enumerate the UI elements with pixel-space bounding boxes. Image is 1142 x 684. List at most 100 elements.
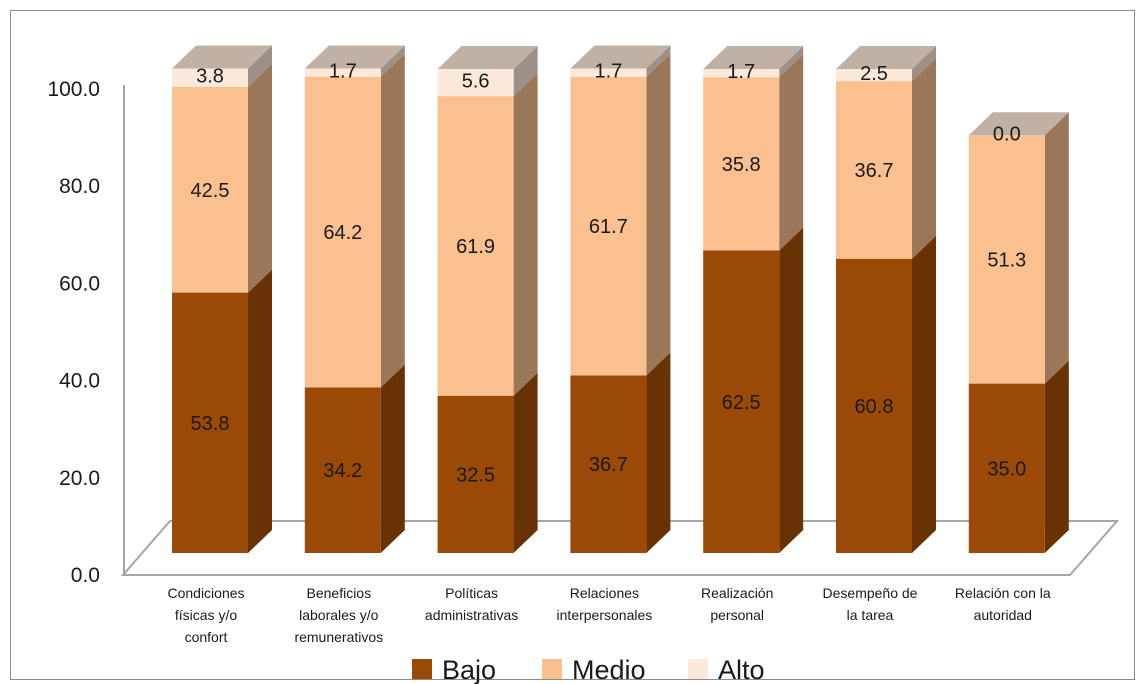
bar-side-bajo	[380, 364, 405, 553]
bar-side-medio	[1044, 112, 1069, 384]
data-label-alto: 1.7	[727, 61, 755, 83]
data-label-bajo: 60.8	[855, 396, 894, 418]
bar-side-alto	[248, 45, 272, 87]
data-label-bajo: 32.5	[456, 464, 495, 486]
x-tick-label: remunerativos	[294, 629, 383, 645]
data-label-bajo: 35.0	[987, 458, 1026, 480]
data-label-medio: 61.7	[589, 216, 628, 238]
data-label-alto: 1.7	[594, 61, 622, 83]
bar-segment-alto	[304, 68, 381, 77]
bar-segment-alto	[836, 69, 912, 82]
bar-side-medio	[779, 54, 804, 251]
x-tick-label: Relaciones	[570, 585, 639, 601]
bar-top-face	[570, 45, 671, 69]
data-label-bajo: 34.2	[323, 460, 362, 482]
bar-side-alto	[912, 46, 936, 82]
data-label-medio: 36.7	[855, 160, 894, 182]
bar-segment-medio	[304, 76, 381, 388]
y-tick-label: 100.0	[47, 78, 100, 101]
data-label-alto: 3.8	[196, 66, 224, 88]
bar-segment-bajo	[836, 258, 912, 553]
chart-floor-plane	[120, 520, 1120, 576]
bar-side-alto	[779, 46, 804, 78]
y-tick-label: 20.0	[59, 467, 100, 490]
data-label-alto: 0.0	[993, 123, 1021, 145]
x-tick-label: físicas y/o	[175, 607, 237, 623]
x-tick-label: la tarea	[847, 607, 894, 623]
legend-label-bajo: Bajo	[442, 655, 496, 684]
y-tick-label: 40.0	[59, 370, 100, 393]
legend-swatch-alto	[688, 659, 708, 679]
data-label-medio: 42.5	[191, 180, 230, 202]
x-tick-label: Desempeño de	[823, 585, 918, 601]
x-tick-label: laborales y/o	[299, 607, 379, 623]
bars	[172, 45, 1069, 553]
x-tick-label: Condiciones	[167, 585, 244, 601]
bar-segment-medio	[703, 77, 780, 251]
legend-swatch-bajo	[412, 659, 432, 679]
data-label-bajo: 36.7	[589, 454, 628, 476]
x-tick-label: administrativas	[425, 607, 518, 623]
bar-segment-medio	[437, 96, 514, 396]
bar-side-medio	[380, 53, 405, 388]
bar-segment-alto	[437, 69, 514, 97]
x-tick-label: personal	[710, 607, 764, 623]
bar-side-bajo	[1044, 360, 1069, 553]
data-label-bajo: 62.5	[722, 392, 761, 414]
x-axis-category-labels: Condiciones físicas y/o confort Beneficios l…	[167, 585, 1050, 645]
bar-top-face	[304, 45, 405, 69]
bar-segment-medio	[172, 86, 248, 293]
bar-side-alto	[646, 45, 671, 77]
data-label-alto: 5.6	[462, 71, 490, 93]
bar-segment-bajo	[968, 383, 1045, 553]
bar-side-medio	[248, 63, 272, 293]
x-tick-label: confort	[185, 629, 228, 645]
bar-side-bajo	[779, 227, 804, 553]
bar-side-bajo	[912, 235, 936, 553]
bar-segment-alto	[570, 68, 647, 77]
data-label-medio: 51.3	[987, 249, 1026, 271]
data-label-medio: 35.8	[722, 154, 761, 176]
x-tick-label: autoridad	[974, 607, 1032, 623]
data-label-medio: 64.2	[323, 222, 362, 244]
data-label-alto: 1.7	[329, 61, 357, 83]
y-tick-label: 80.0	[59, 175, 100, 198]
bar-segment-bajo	[437, 395, 514, 553]
y-tick-label: 60.0	[59, 272, 100, 295]
bar-top-face	[836, 46, 936, 69]
legend-label-medio: Medio	[572, 655, 646, 684]
bar-segment-alto	[703, 69, 780, 78]
bar-segment-alto	[172, 68, 248, 87]
legend-swatch-medio	[542, 659, 562, 679]
data-label-bajo: 53.8	[191, 413, 230, 435]
bar-segment-medio	[968, 135, 1045, 384]
bar-segment-medio	[570, 76, 647, 376]
bar-segment-bajo	[172, 292, 248, 553]
bar-top-face	[172, 45, 272, 69]
data-label-medio: 61.9	[456, 236, 495, 258]
data-label-alto: 2.5	[860, 63, 888, 85]
bar-side-bajo	[248, 269, 272, 553]
legend-label-alto: Alto	[718, 655, 765, 684]
bar-top-face	[703, 46, 804, 69]
bar-side-alto	[380, 45, 405, 77]
x-tick-label: Beneficios	[307, 585, 372, 601]
chart-floor	[120, 520, 1120, 576]
legend: Bajo Medio Alto	[412, 655, 765, 684]
bar-side-medio	[513, 73, 538, 396]
bar-top-face	[437, 46, 538, 69]
x-tick-label: interpersonales	[557, 607, 653, 623]
x-tick-label: Políticas	[445, 585, 498, 601]
value-labels: 53.8 42.5 3.8 34.2 64.2 1.7 32.5 61.9 5.6 36.7 61.…	[191, 61, 1027, 487]
bar-side-bajo	[513, 372, 538, 553]
x-tick-label: Realización	[701, 585, 773, 601]
bar-side-medio	[912, 58, 936, 259]
bar-side-alto	[513, 46, 538, 97]
bar-segment-bajo	[570, 375, 647, 553]
bar-segment-medio	[836, 81, 912, 259]
bar-side-bajo	[646, 352, 671, 553]
y-axis: 0.0 20.0 40.0 60.0 80.0 100.0	[47, 78, 125, 587]
bar-segment-bajo	[304, 387, 381, 553]
x-tick-label: Relación con la	[955, 585, 1051, 601]
